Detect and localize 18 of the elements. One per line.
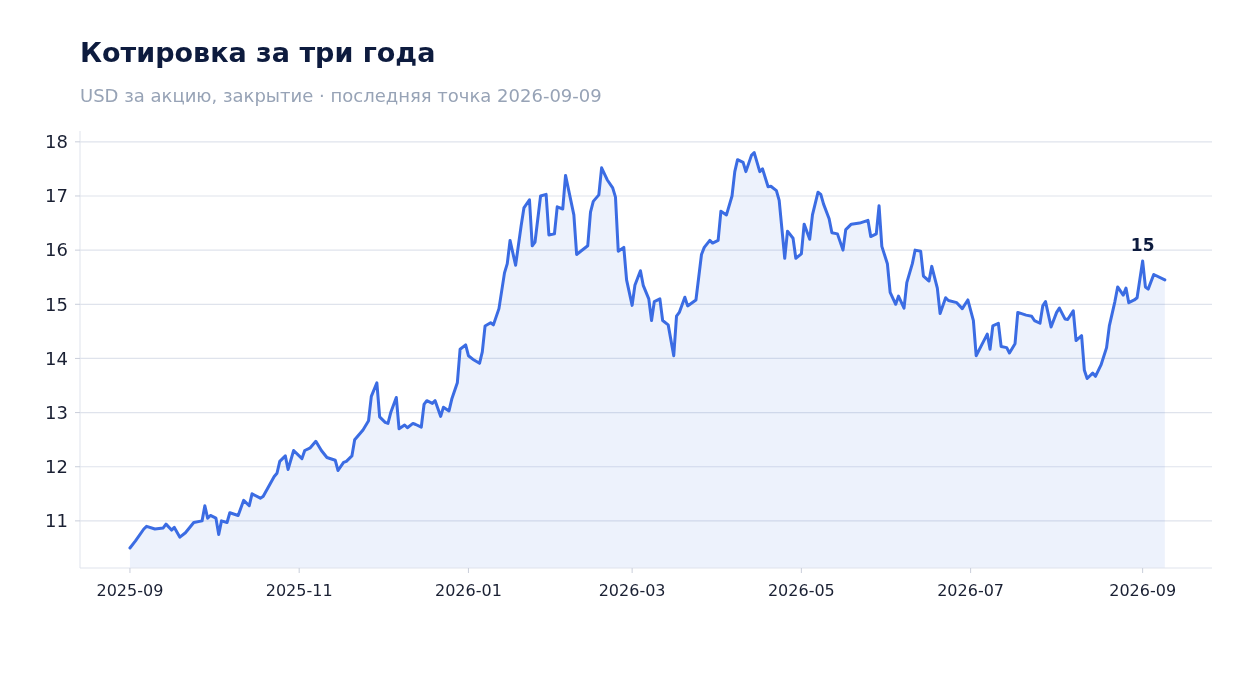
chart-subtitle: USD за акцию, закрытие · последняя точка 2026-09-09 bbox=[80, 85, 602, 106]
x-tick-label: 2025-09 bbox=[96, 581, 164, 600]
x-tick-label: 2026-01 bbox=[435, 581, 502, 600]
x-tick-label: 2026-03 bbox=[598, 581, 666, 600]
y-tick-label: 13 bbox=[45, 401, 68, 423]
y-tick-label: 16 bbox=[45, 239, 68, 261]
y-tick-label: 12 bbox=[45, 456, 68, 478]
chart-title: Котировка за три года bbox=[80, 37, 436, 68]
x-tick-label: 2026-05 bbox=[767, 581, 835, 600]
x-tick-label: 2026-07 bbox=[937, 581, 1005, 600]
y-tick-label: 15 bbox=[45, 293, 68, 315]
y-tick-label: 18 bbox=[45, 131, 68, 153]
annotation: 15 bbox=[1130, 234, 1155, 255]
y-tick-label: 17 bbox=[45, 185, 68, 207]
x-tick-label: 2025-11 bbox=[265, 581, 333, 600]
y-tick-label: 11 bbox=[45, 510, 68, 532]
y-tick-label: 14 bbox=[45, 347, 68, 369]
x-tick-label: 2026-09 bbox=[1109, 581, 1177, 600]
